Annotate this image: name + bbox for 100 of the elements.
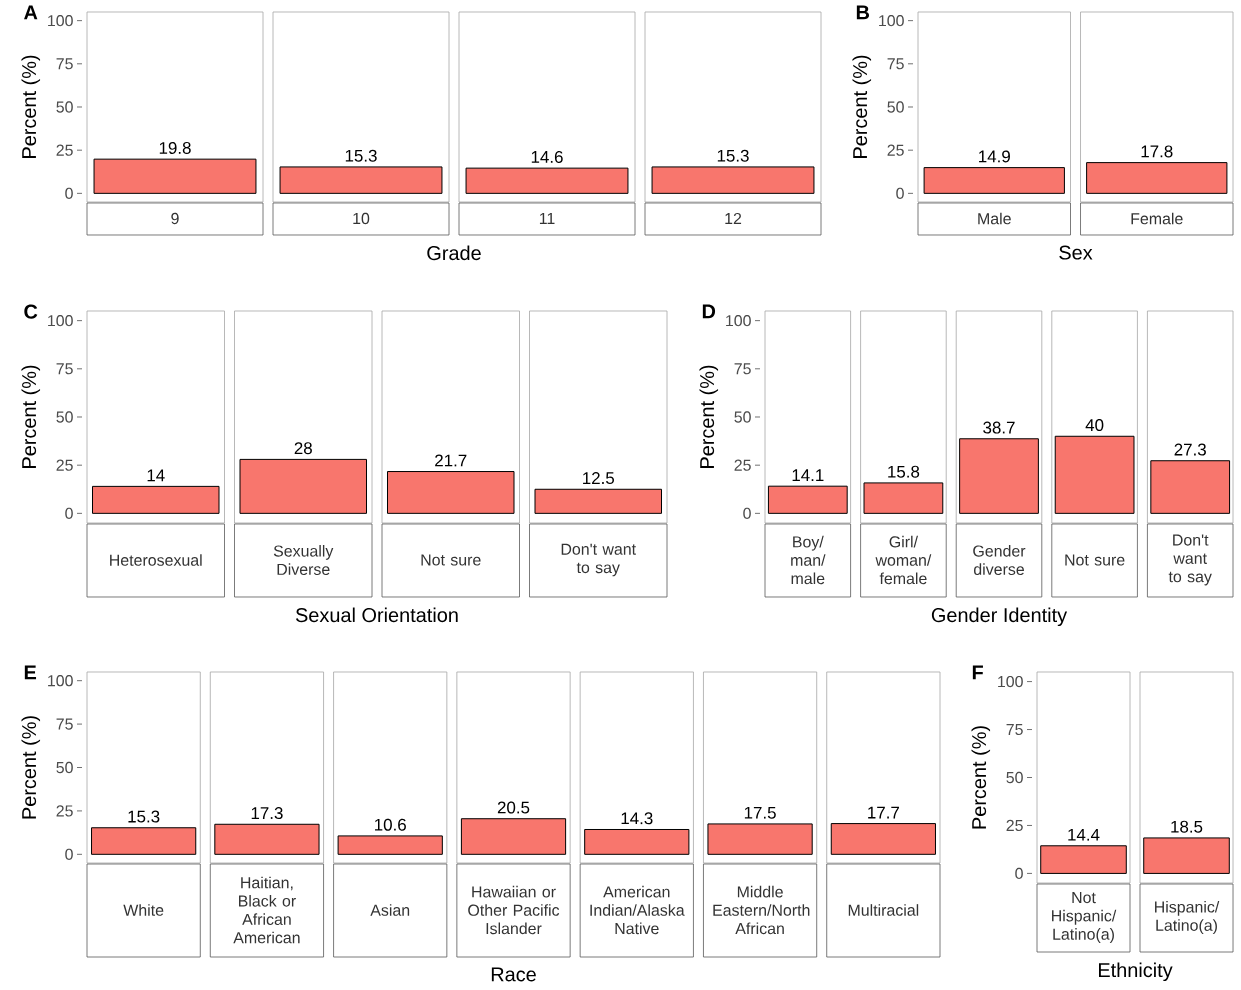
chart-title: C	[24, 304, 38, 319]
data-label: 14.9	[979, 150, 1010, 163]
x-tick-label: Middle Eastern/North African	[713, 885, 810, 935]
data-label: 28	[294, 442, 312, 455]
bar	[387, 471, 515, 514]
bar	[460, 818, 567, 855]
x-tick-label: Boy/ man/ male	[791, 535, 826, 585]
chart-title: D	[702, 304, 716, 319]
x-tick-label: Not Hispanic/ Latino(a)	[1052, 892, 1117, 943]
y-tick-label: 25	[887, 144, 904, 156]
y-tick-label: 100	[48, 675, 73, 687]
chart-title: A	[24, 5, 38, 20]
x-tick-label: Don't want to say	[1168, 534, 1212, 586]
y-tick-label: 75	[734, 363, 751, 375]
bar	[1054, 435, 1135, 514]
bar	[651, 166, 815, 194]
x-tick-label: 12	[725, 212, 742, 225]
y-tick-label: 75	[887, 58, 904, 70]
y-axis-title: Percent (%)	[852, 55, 872, 158]
x-tick-label: 11	[539, 213, 555, 224]
y-axis-title: Percent (%)	[21, 55, 41, 158]
bar	[93, 158, 257, 194]
x-axis-title: Sexual Orientation	[295, 607, 458, 623]
x-tick-label: Sexually Diverse	[273, 544, 334, 576]
x-tick-label: Gender diverse	[973, 544, 1026, 576]
y-tick-label: 100	[726, 314, 751, 327]
y-tick-label: 75	[56, 363, 73, 375]
data-label: 14.1	[792, 469, 824, 481]
x-tick-label: Multiracial	[848, 904, 919, 916]
x-tick-label: 9	[171, 212, 179, 225]
bar	[279, 166, 443, 194]
y-tick-label: 0	[65, 187, 73, 199]
x-tick-label: Asian	[370, 904, 410, 916]
y-tick-label: 0	[896, 187, 904, 199]
x-tick-label: Male	[978, 212, 1011, 225]
y-tick-label: 50	[887, 101, 904, 113]
y-tick-label: 75	[56, 58, 73, 70]
y-tick-label: 25	[1006, 819, 1023, 832]
y-tick-label: 25	[56, 459, 73, 471]
x-axis-title: Sex	[1059, 245, 1093, 260]
bar	[584, 828, 690, 855]
data-label: 19.8	[159, 141, 191, 154]
data-label: 40	[1085, 419, 1104, 432]
bar	[830, 823, 936, 855]
data-label: 14.6	[531, 150, 563, 163]
data-label: 15.3	[128, 810, 160, 823]
chart-title: E	[24, 665, 37, 680]
bar	[707, 823, 813, 855]
x-tick-label: Hispanic/ Latino(a)	[1155, 900, 1220, 935]
y-tick-label: 50	[734, 411, 751, 423]
x-tick-label: Heterosexual	[110, 554, 202, 566]
data-label: 15.3	[345, 149, 377, 162]
y-tick-label: 50	[56, 761, 73, 774]
y-tick-label: 25	[56, 805, 73, 817]
y-tick-label: 25	[56, 144, 73, 156]
data-label: 15.8	[888, 465, 920, 478]
y-tick-label: 75	[1006, 723, 1023, 736]
y-tick-label: 100	[48, 314, 73, 327]
data-label: 14.3	[621, 812, 653, 825]
data-label: 15.3	[717, 149, 749, 162]
bar	[1150, 460, 1231, 514]
data-label: 17.8	[1141, 145, 1173, 158]
y-axis-title: Percent (%)	[699, 365, 719, 468]
y-tick-label: 0	[65, 848, 73, 860]
x-tick-label: Not sure	[421, 554, 481, 566]
x-axis-title: Gender Identity	[931, 607, 1068, 627]
bar	[959, 438, 1039, 514]
bar	[534, 488, 662, 514]
y-tick-label: 100	[48, 14, 73, 27]
y-tick-label: 0	[743, 507, 751, 519]
y-tick-label: 50	[1006, 771, 1023, 784]
data-label: 17.5	[744, 806, 776, 819]
bar	[92, 485, 220, 514]
x-tick-label: Not sure	[1065, 554, 1125, 566]
y-axis-title: Percent (%)	[21, 365, 41, 468]
data-label: 14.4	[1068, 828, 1100, 841]
bar	[214, 823, 320, 855]
data-label: 18.5	[1171, 820, 1203, 833]
data-label: 38.7	[983, 421, 1015, 434]
y-tick-label: 50	[56, 411, 73, 423]
y-tick-label: 75	[56, 718, 73, 730]
bar	[239, 458, 367, 514]
chart-title: B	[856, 5, 870, 20]
x-tick-label: Female	[1131, 212, 1183, 225]
x-axis-title: Grade	[427, 245, 481, 261]
y-tick-label: 0	[1015, 867, 1023, 880]
y-axis-title: Percent (%)	[971, 726, 991, 829]
bar	[767, 485, 848, 514]
bar	[863, 482, 944, 514]
data-label: 17.3	[251, 807, 283, 820]
bar	[337, 835, 443, 855]
data-label: 17.7	[868, 806, 899, 819]
data-label: 20.5	[497, 801, 530, 814]
data-label: 21.7	[435, 454, 467, 467]
data-label: 27.3	[1174, 443, 1206, 456]
y-tick-label: 100	[879, 14, 904, 27]
x-axis-title: Ethnicity	[1099, 962, 1173, 982]
data-label: 14	[147, 469, 165, 482]
bar	[91, 827, 197, 855]
y-axis-title: Percent (%)	[21, 716, 41, 819]
